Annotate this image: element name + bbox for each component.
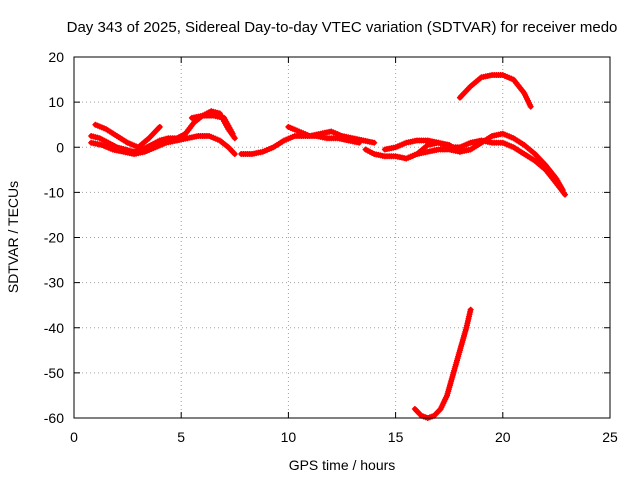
series-track-2 bbox=[88, 132, 238, 158]
grid-layer bbox=[74, 57, 610, 418]
x-tick-label: 15 bbox=[388, 429, 404, 445]
data-point bbox=[231, 135, 238, 142]
y-tick-label: -20 bbox=[44, 230, 64, 246]
y-tick-label: -40 bbox=[44, 320, 64, 336]
data-point bbox=[231, 151, 238, 158]
y-tick-label: -10 bbox=[44, 184, 64, 200]
data-point bbox=[467, 306, 474, 313]
y-tick-label: -50 bbox=[44, 365, 64, 381]
x-axis-label: GPS time / hours bbox=[289, 457, 396, 473]
x-tick-label: 20 bbox=[495, 429, 511, 445]
y-axis-label: SDTVAR / TECUs bbox=[5, 181, 21, 293]
y-tick-label: 0 bbox=[56, 139, 64, 155]
series-track-4 bbox=[188, 112, 236, 137]
series-track-10 bbox=[456, 72, 534, 110]
series-track-6 bbox=[285, 123, 378, 146]
data-point bbox=[559, 187, 566, 194]
data-point bbox=[561, 191, 568, 198]
data-point bbox=[527, 103, 534, 110]
y-tick-label: 10 bbox=[48, 94, 64, 110]
data-point bbox=[229, 130, 236, 137]
data-point bbox=[156, 123, 163, 130]
chart-title: Day 343 of 2025, Sidereal Day-to-day VTE… bbox=[67, 19, 618, 36]
x-tick-label: 5 bbox=[177, 429, 185, 445]
series-track-3 bbox=[92, 121, 163, 151]
tick-layer: 0 5 10 15 20 25 20 10 0 -10 -20 -30 -40 -50 -60 bbox=[44, 49, 618, 445]
x-tick-label: 10 bbox=[281, 429, 297, 445]
y-tick-label: 20 bbox=[48, 49, 64, 65]
data-layer bbox=[88, 72, 568, 421]
data-point bbox=[371, 139, 378, 146]
series-track-9 bbox=[403, 130, 566, 194]
y-tick-label: -30 bbox=[44, 275, 64, 291]
x-tick-label: 25 bbox=[602, 429, 618, 445]
y-tick-label: -60 bbox=[44, 410, 64, 426]
x-tick-label: 0 bbox=[70, 429, 78, 445]
